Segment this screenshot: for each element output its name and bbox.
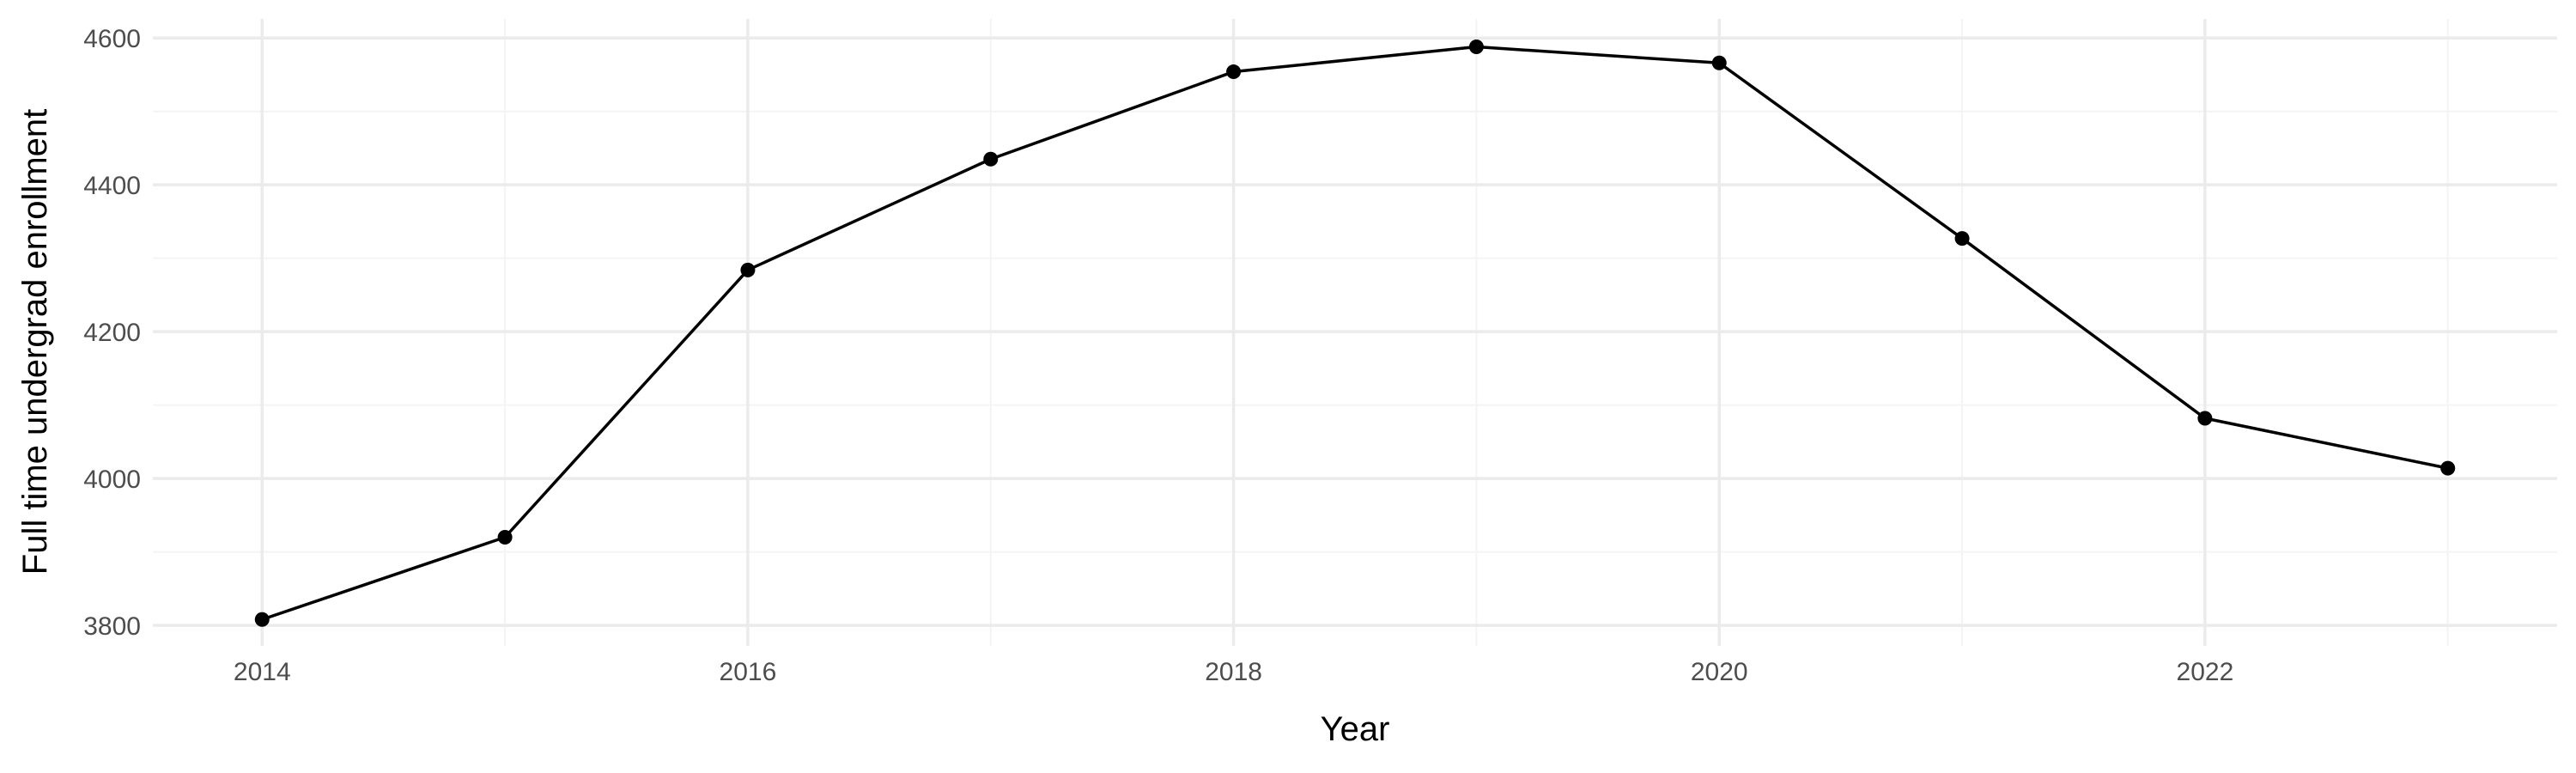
data-point <box>1711 55 1727 70</box>
series-layer <box>254 39 2456 627</box>
data-point <box>254 612 270 627</box>
data-point <box>497 529 513 545</box>
x-tick-label: 2018 <box>1205 658 1262 686</box>
data-point <box>1954 231 1970 247</box>
data-point <box>983 151 999 167</box>
y-tick-label: 4000 <box>83 466 141 494</box>
y-tick-label: 3800 <box>83 612 141 641</box>
data-point <box>740 262 756 277</box>
data-point <box>2197 411 2213 426</box>
data-point <box>1226 64 1242 80</box>
x-tick-label: 2016 <box>720 658 777 686</box>
x-tick-label: 2020 <box>1691 658 1748 686</box>
x-tick-label: 2022 <box>2177 658 2234 686</box>
series-line <box>260 45 2450 621</box>
x-axis-ticks: 2014 2016 2018 2020 2022 <box>234 658 2233 686</box>
y-tick-label: 4400 <box>83 172 141 200</box>
y-tick-label: 4200 <box>83 319 141 347</box>
x-tick-label: 2014 <box>234 658 291 686</box>
data-point <box>2440 460 2456 476</box>
x-axis-title: Year <box>1321 710 1390 748</box>
major-gridlines <box>153 19 2557 646</box>
y-axis-ticks: 3800 4000 4200 4400 4600 <box>83 25 141 641</box>
y-axis-title: Full time undergrad enrollment <box>16 109 54 575</box>
data-point <box>1468 39 1484 54</box>
y-tick-label: 4600 <box>83 25 141 53</box>
